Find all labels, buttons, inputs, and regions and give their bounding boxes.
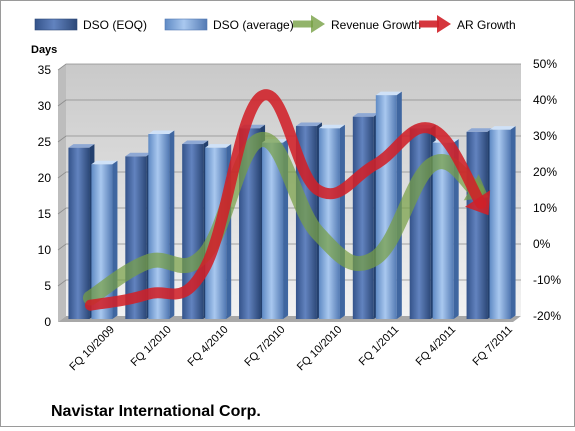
y-right-tick-label: -20%	[533, 309, 561, 323]
bar-dso-eoq-face	[467, 132, 488, 319]
x-tick-label: FQ 4/2011	[414, 324, 459, 369]
x-tick-label: FQ 7/2010	[242, 324, 287, 369]
y-left-tick-label: 20	[38, 171, 52, 185]
bar-dso-average	[376, 92, 402, 319]
y-right-tick-label: 40%	[533, 93, 557, 107]
bar-dso-average-side	[340, 125, 345, 319]
y-left-tick-labels: 0 5 10 15 20 25 30 35	[38, 63, 52, 329]
y-left-tick-label: 30	[38, 99, 52, 113]
bar-dso-eoq	[467, 128, 493, 319]
legend-item-dso-average: DSO (average)	[165, 18, 294, 32]
bar-dso-average-side	[112, 161, 117, 319]
y-left-tick-label: 10	[38, 243, 52, 257]
x-tick-label: FQ 1/2010	[129, 324, 174, 369]
legend-label-dso-average: DSO (average)	[213, 18, 294, 32]
x-tick-label: FQ 10/2010	[295, 324, 345, 374]
bar-dso-average	[490, 126, 516, 319]
bar-dso-eoq-face	[353, 117, 374, 319]
x-tick-label: FQ 7/2011	[470, 324, 515, 369]
bar-dso-average-face	[376, 95, 397, 319]
y-right-tick-label: 50%	[533, 57, 557, 71]
legend-item-ar-growth: AR Growth	[419, 15, 516, 33]
y-left-tick-label: 0	[44, 315, 51, 329]
x-tick-label: FQ 10/2009	[67, 324, 117, 374]
y-left-tick-label: 5	[44, 279, 51, 293]
y-right-tick-label: 20%	[533, 165, 557, 179]
legend-item-revenue-growth: Revenue Growth	[293, 15, 421, 33]
legend-swatch-dso-average	[165, 19, 207, 30]
bar-dso-eoq-face	[410, 128, 431, 319]
bar-dso-average	[319, 125, 345, 319]
bar-dso-eoq	[353, 113, 379, 319]
legend-item-dso-eoq: DSO (EOQ)	[35, 18, 147, 32]
legend: DSO (EOQ) DSO (average) Revenue Growth A…	[35, 15, 516, 33]
x-tick-label: FQ 4/2010	[186, 324, 231, 369]
legend-label-ar-growth: AR Growth	[457, 18, 516, 32]
y-right-tick-label: 10%	[533, 201, 557, 215]
bar-dso-eoq	[410, 125, 436, 319]
bar-dso-average-face	[319, 128, 340, 319]
y-right-tick-labels: -20% -10% 0% 10% 20% 30% 40% 50%	[533, 57, 561, 323]
legend-label-dso-eoq: DSO (EOQ)	[83, 18, 147, 32]
bar-dso-average-side	[511, 126, 516, 319]
y-left-tick-label: 15	[38, 207, 52, 221]
y-left-axis-title: Days	[31, 44, 57, 56]
legend-arrowhead-revenue-growth	[311, 15, 325, 33]
y-right-tick-label: 30%	[533, 129, 557, 143]
legend-label-revenue-growth: Revenue Growth	[331, 18, 421, 32]
y-right-tick-label: -10%	[533, 273, 561, 287]
y-right-tick-label: 0%	[533, 237, 551, 251]
legend-swatch-dso-eoq	[35, 19, 77, 30]
x-tick-label: FQ 1/2011	[357, 324, 402, 369]
y-left-tick-label: 25	[38, 135, 52, 149]
bar-dso-average-face	[490, 130, 511, 319]
legend-arrowhead-ar-growth	[437, 15, 451, 33]
company-label: Navistar International Corp.	[51, 403, 261, 420]
y-left-tick-label: 35	[38, 63, 52, 77]
